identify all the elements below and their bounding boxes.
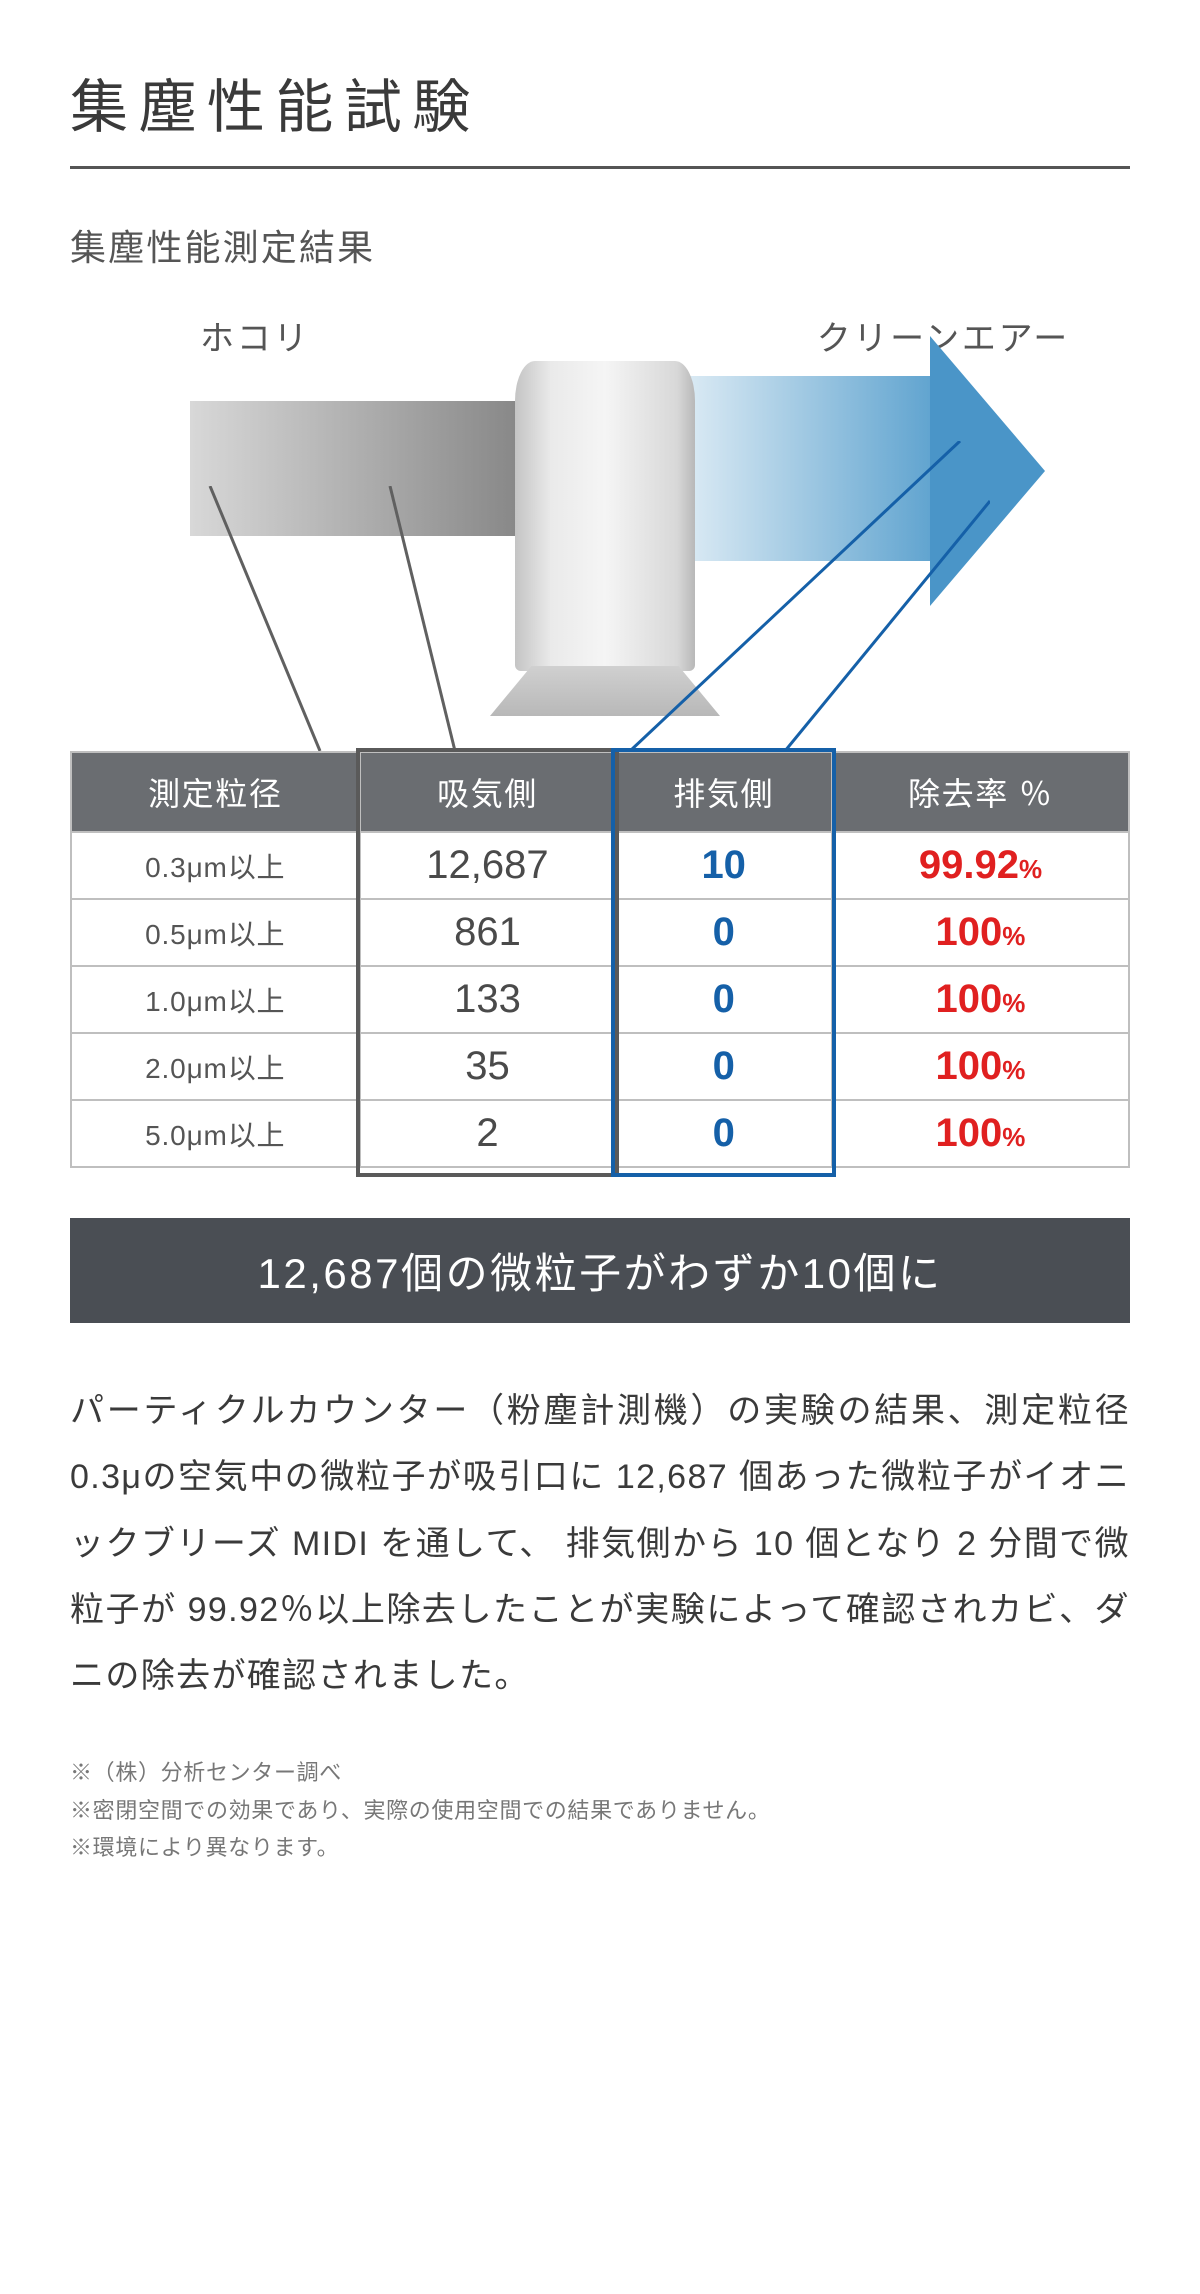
- cell-intake: 861: [360, 899, 616, 966]
- footnote-line: ※密閉空間での効果であり、実際の使用空間での結果でありません。: [70, 1792, 1130, 1829]
- cell-rate: 100%: [832, 1100, 1129, 1167]
- table-row: 0.3μm以上12,6871099.92%: [71, 832, 1129, 899]
- cell-size: 0.5μm以上: [71, 899, 360, 966]
- col-exhaust-header: 排気側: [615, 752, 832, 832]
- clean-arrow-icon: [930, 336, 1045, 606]
- cell-intake: 133: [360, 966, 616, 1033]
- cell-rate: 99.92%: [832, 832, 1129, 899]
- results-table-wrap: 測定粒径 吸気側 排気側 除去率 ％ 0.3μm以上12,6871099.92%…: [70, 751, 1130, 1168]
- cell-size: 2.0μm以上: [71, 1033, 360, 1100]
- footnote-line: ※環境により異なります。: [70, 1829, 1130, 1866]
- cell-rate: 100%: [832, 966, 1129, 1033]
- table-row: 2.0μm以上350100%: [71, 1033, 1129, 1100]
- results-table: 測定粒径 吸気側 排気側 除去率 ％ 0.3μm以上12,6871099.92%…: [70, 751, 1130, 1168]
- cell-exhaust: 10: [615, 832, 832, 899]
- cell-exhaust: 0: [615, 899, 832, 966]
- cell-exhaust: 0: [615, 1100, 832, 1167]
- footnote-line: ※（株）分析センター調べ: [70, 1754, 1130, 1791]
- device-body: [515, 361, 695, 671]
- cell-rate: 100%: [832, 1033, 1129, 1100]
- device-base: [490, 666, 720, 716]
- summary-banner: 12,687個の微粒子がわずか10個に: [70, 1218, 1130, 1323]
- cell-size: 1.0μm以上: [71, 966, 360, 1033]
- cell-intake: 2: [360, 1100, 616, 1167]
- cell-intake: 12,687: [360, 832, 616, 899]
- page-title: 集塵性能試験: [70, 60, 1130, 169]
- dust-label: ホコリ: [200, 311, 310, 360]
- table-row: 5.0μm以上20100%: [71, 1100, 1129, 1167]
- cell-size: 0.3μm以上: [71, 832, 360, 899]
- footnotes: ※（株）分析センター調べ※密閉空間での効果であり、実際の使用空間での結果でありま…: [70, 1754, 1130, 1866]
- cell-exhaust: 0: [615, 966, 832, 1033]
- col-rate-header: 除去率 ％: [832, 752, 1129, 832]
- table-row: 0.5μm以上8610100%: [71, 899, 1129, 966]
- table-header-row: 測定粒径 吸気側 排気側 除去率 ％: [71, 752, 1129, 832]
- col-intake-header: 吸気側: [360, 752, 616, 832]
- flow-diagram: ホコリ クリーンエアー: [70, 311, 1130, 751]
- table-row: 1.0μm以上1330100%: [71, 966, 1129, 1033]
- col-size-header: 測定粒径: [71, 752, 360, 832]
- cell-intake: 35: [360, 1033, 616, 1100]
- cell-size: 5.0μm以上: [71, 1100, 360, 1167]
- subtitle: 集塵性能測定結果: [70, 219, 1130, 271]
- dust-flow-bar: [190, 401, 525, 536]
- cell-rate: 100%: [832, 899, 1129, 966]
- clean-flow-bar: [660, 376, 935, 561]
- cell-exhaust: 0: [615, 1033, 832, 1100]
- description-paragraph: パーティクルカウンター（粉塵計測機）の実験の結果、測定粒径 0.3μの空気中の微…: [70, 1378, 1130, 1709]
